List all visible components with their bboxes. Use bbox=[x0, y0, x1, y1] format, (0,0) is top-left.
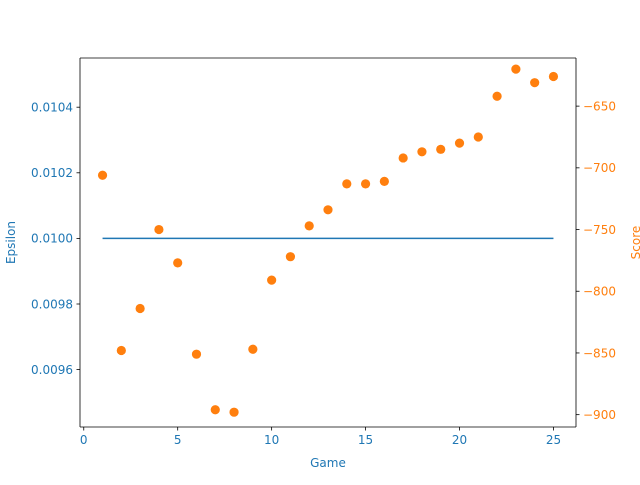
x-tick-label: 10 bbox=[264, 433, 279, 447]
plot-marks bbox=[97, 64, 559, 417]
right-y-tick-label: −750 bbox=[583, 223, 616, 237]
score-point bbox=[248, 344, 258, 354]
score-point bbox=[360, 179, 371, 189]
x-tick-label: 25 bbox=[546, 433, 561, 447]
right-y-tick-label: −650 bbox=[583, 99, 616, 113]
score-point bbox=[229, 407, 239, 417]
x-tick-label: 15 bbox=[358, 433, 373, 447]
score-point bbox=[398, 153, 408, 163]
score-point bbox=[436, 144, 446, 154]
score-point bbox=[454, 138, 465, 148]
score-point bbox=[191, 349, 202, 359]
right-y-tick-label: −900 bbox=[583, 408, 616, 422]
axes: 0 5 10 15 20 25 Game 0.0096 0.0098 0.0100 0.0102 0.… bbox=[4, 57, 640, 470]
right-y-tick-label: −700 bbox=[583, 161, 616, 175]
right-y-tick-label: −850 bbox=[583, 346, 616, 360]
x-axis-label: Game bbox=[310, 456, 346, 470]
score-point bbox=[511, 64, 521, 74]
left-y-tick-label: 0.0104 bbox=[31, 101, 73, 115]
score-point bbox=[342, 179, 352, 189]
score-point bbox=[97, 170, 108, 180]
left-y-tick-label: 0.0100 bbox=[31, 232, 73, 246]
left-y-tick-label: 0.0096 bbox=[31, 363, 73, 377]
score-point bbox=[323, 205, 333, 215]
score-point bbox=[154, 224, 164, 235]
left-y-axis-label: Epsilon bbox=[4, 221, 18, 264]
x-tick-label: 20 bbox=[452, 433, 467, 447]
score-point bbox=[492, 91, 502, 101]
score-point bbox=[285, 252, 296, 262]
score-point bbox=[267, 275, 277, 285]
score-point bbox=[173, 258, 183, 268]
score-point bbox=[116, 345, 126, 356]
score-point bbox=[417, 147, 427, 157]
score-point bbox=[304, 221, 314, 231]
score-point bbox=[548, 71, 559, 82]
score-point bbox=[379, 176, 389, 187]
x-tick-label: 5 bbox=[174, 433, 182, 447]
score-point bbox=[135, 303, 145, 314]
left-y-tick-label: 0.0098 bbox=[31, 297, 73, 311]
score-point bbox=[473, 132, 483, 142]
score-point bbox=[210, 405, 220, 415]
right-y-axis-label: Score bbox=[629, 226, 640, 260]
x-tick-label: 0 bbox=[80, 433, 88, 447]
left-y-tick-label: 0.0102 bbox=[31, 166, 73, 180]
score-point bbox=[530, 78, 540, 88]
right-y-tick-label: −800 bbox=[583, 285, 616, 299]
